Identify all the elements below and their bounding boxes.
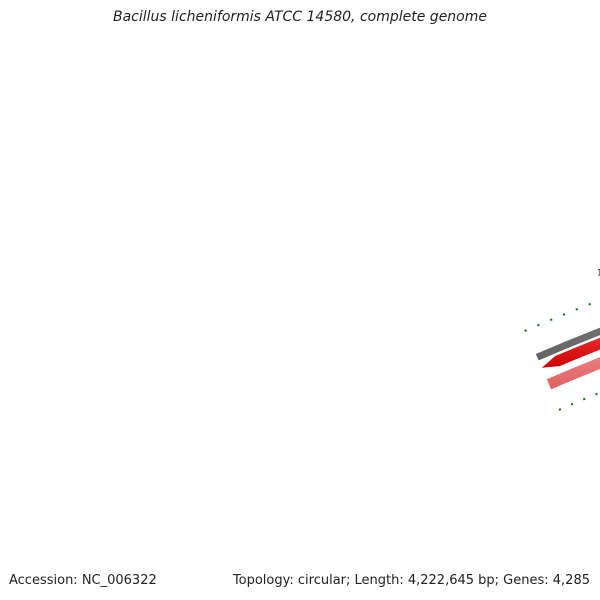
scale-dot bbox=[562, 313, 566, 316]
scale-dot bbox=[524, 329, 528, 332]
genome-backbone bbox=[535, 327, 600, 361]
genome-summary-text: Topology: circular; Length: 4,222,645 bp… bbox=[232, 573, 590, 588]
inner-scale-dot bbox=[570, 402, 574, 406]
inner-scale-dot bbox=[582, 397, 586, 401]
map-title: Bacillus licheniformis ATCC 14580, compl… bbox=[113, 9, 487, 25]
cds-feature-layer bbox=[546, 357, 600, 390]
scale-dot bbox=[536, 323, 540, 327]
inner-scale-dot bbox=[558, 408, 562, 411]
cds-segment bbox=[546, 357, 600, 390]
tick-label: 1853 kbp bbox=[597, 268, 600, 278]
tick-layer: 1853 kbp1852 kbp1851 kbp1850 kbp1849 kbp… bbox=[597, 268, 600, 278]
scale-dot bbox=[588, 302, 592, 306]
outer-tick-layer bbox=[524, 302, 598, 411]
accession-text: Accession: NC_006322 bbox=[9, 573, 157, 588]
backbone-layer bbox=[535, 327, 600, 361]
gene-arrow bbox=[541, 337, 600, 368]
gene-feature-layer bbox=[541, 337, 600, 368]
scale-dot bbox=[549, 318, 553, 322]
inner-scale-dot bbox=[595, 392, 598, 396]
scale-dot bbox=[575, 307, 579, 311]
